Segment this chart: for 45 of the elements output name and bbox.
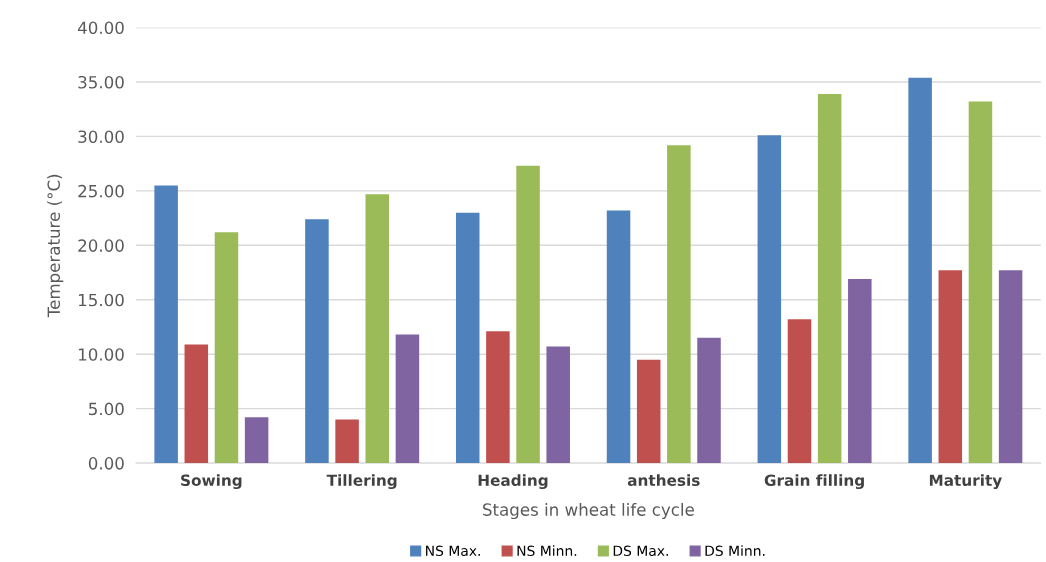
bar <box>938 270 963 464</box>
bar <box>335 419 359 464</box>
bar <box>546 346 570 464</box>
bar <box>998 270 1023 464</box>
bar <box>154 185 178 464</box>
bar <box>305 219 329 464</box>
legend-label: DS Max. <box>613 545 668 557</box>
y-axis-title: Temperature (°C) <box>47 174 64 318</box>
bar <box>516 165 540 464</box>
y-tick-label: 25.00 <box>78 184 124 198</box>
x-tick-label: Tillering <box>326 474 397 490</box>
y-tick-label: 30.00 <box>78 130 124 143</box>
y-tick-label: 10.00 <box>78 348 124 361</box>
x-tick-label: Grain filling <box>764 474 864 490</box>
bar <box>817 93 842 464</box>
legend-label: NS Minn. <box>517 545 577 557</box>
bar <box>697 337 721 464</box>
y-tick-label: 40.00 <box>77 21 124 35</box>
bar <box>486 331 510 464</box>
x-tick-label: anthesis <box>627 474 700 487</box>
bar <box>636 359 661 464</box>
legend-label: NS Max. <box>426 545 480 557</box>
y-tick-label: 0.00 <box>88 457 124 470</box>
bar <box>667 145 691 464</box>
y-tick-label: 35.00 <box>78 75 124 89</box>
y-tick-label: 5.00 <box>89 402 124 416</box>
bar <box>395 334 420 464</box>
bar <box>757 135 782 464</box>
y-tick-label: 20.00 <box>78 239 124 252</box>
bar <box>606 210 631 464</box>
bar <box>908 77 932 464</box>
legend-label: DS Minn. <box>705 545 765 557</box>
x-tick-label: Sowing <box>181 474 242 490</box>
bar <box>848 279 872 464</box>
bar <box>968 101 993 464</box>
y-tick-label: 15.00 <box>78 293 124 307</box>
x-axis-title: Stages in wheat life cycle <box>483 502 694 520</box>
bar <box>184 344 209 464</box>
bar <box>244 417 269 464</box>
x-tick-label: Maturity <box>929 474 1002 490</box>
bar <box>787 319 812 464</box>
bar <box>365 194 390 464</box>
x-tick-label: Heading <box>478 474 548 490</box>
bar <box>455 212 480 464</box>
bar <box>214 232 239 464</box>
